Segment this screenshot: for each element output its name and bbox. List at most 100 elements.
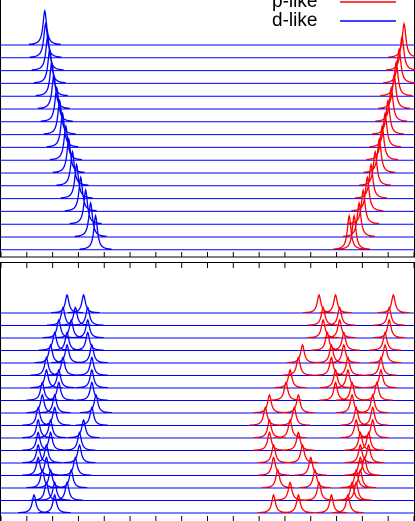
peak: [375, 85, 408, 122]
peak: [383, 47, 415, 84]
peak: [378, 72, 411, 110]
peak: [249, 406, 282, 426]
peak: [38, 481, 71, 501]
peak: [352, 431, 385, 451]
peak: [30, 456, 63, 476]
peak: [28, 8, 61, 46]
peak: [373, 306, 406, 326]
peak: [364, 368, 397, 389]
peak: [38, 493, 71, 514]
peak: [385, 34, 415, 71]
peak: [74, 200, 107, 238]
top-panel-frame: [0, 0, 415, 258]
peak: [67, 293, 100, 314]
peak: [33, 47, 66, 84]
peak: [42, 368, 75, 389]
peak: [30, 443, 63, 464]
peak: [380, 59, 413, 97]
peak: [64, 175, 97, 212]
peak: [55, 318, 88, 339]
peak: [282, 356, 315, 376]
peak: [42, 318, 75, 339]
peak: [371, 98, 405, 135]
peak: [343, 200, 376, 238]
peak: [55, 468, 88, 489]
peak: [43, 98, 76, 135]
peak: [79, 213, 112, 250]
peak: [356, 393, 389, 414]
peak: [359, 149, 392, 186]
peak: [63, 431, 96, 451]
peak: [40, 85, 73, 122]
peak: [360, 381, 393, 401]
peak: [42, 381, 75, 401]
peak: [319, 381, 352, 401]
peak: [60, 162, 93, 199]
peak: [274, 481, 307, 501]
peak: [323, 306, 356, 326]
peak: [364, 356, 397, 376]
peak: [366, 123, 399, 161]
peak: [344, 443, 377, 464]
peak: [369, 331, 402, 351]
peak: [71, 331, 104, 351]
peak: [344, 468, 377, 489]
peak: [52, 136, 85, 174]
peak: [51, 293, 84, 314]
peak: [75, 406, 108, 426]
peak: [46, 356, 79, 376]
peak: [331, 493, 364, 514]
peak: [373, 318, 406, 339]
peak: [75, 368, 108, 389]
peak: [274, 418, 307, 439]
peak: [348, 456, 381, 476]
peak: [75, 356, 108, 376]
peak: [257, 456, 290, 476]
peak: [257, 443, 290, 464]
peak: [59, 456, 92, 476]
legend-label: d-like: [272, 10, 317, 31]
peak: [35, 59, 68, 97]
peak: [340, 406, 373, 426]
peak: [338, 213, 371, 250]
peak: [377, 293, 410, 314]
peak: [34, 468, 67, 489]
peak: [369, 343, 402, 364]
peak: [22, 431, 55, 451]
peak: [298, 468, 331, 489]
peak: [315, 356, 348, 376]
peak: [354, 162, 388, 199]
peak: [307, 306, 340, 326]
peak: [49, 123, 82, 161]
peak: [307, 318, 340, 339]
peak: [282, 431, 315, 451]
peak: [56, 149, 89, 186]
peak: [333, 213, 366, 250]
peak: [315, 493, 348, 514]
peak: [369, 111, 402, 148]
peak: [302, 293, 336, 314]
peak: [319, 368, 352, 389]
peak: [71, 306, 104, 326]
peak: [253, 393, 286, 414]
peak: [67, 418, 100, 439]
peak: [22, 443, 55, 464]
peak: [286, 343, 319, 364]
peak: [315, 343, 348, 364]
peak: [18, 493, 51, 514]
peak: [37, 72, 70, 110]
peak: [46, 111, 79, 148]
peak: [29, 21, 62, 58]
peak: [253, 418, 286, 439]
peak: [352, 443, 385, 464]
peak: [71, 318, 104, 339]
peak: [282, 493, 315, 514]
peak: [75, 381, 108, 401]
peak: [340, 481, 373, 501]
legend-label: p-like: [272, 0, 317, 12]
peak: [38, 393, 71, 414]
peak: [344, 431, 377, 451]
peak: [363, 136, 396, 174]
